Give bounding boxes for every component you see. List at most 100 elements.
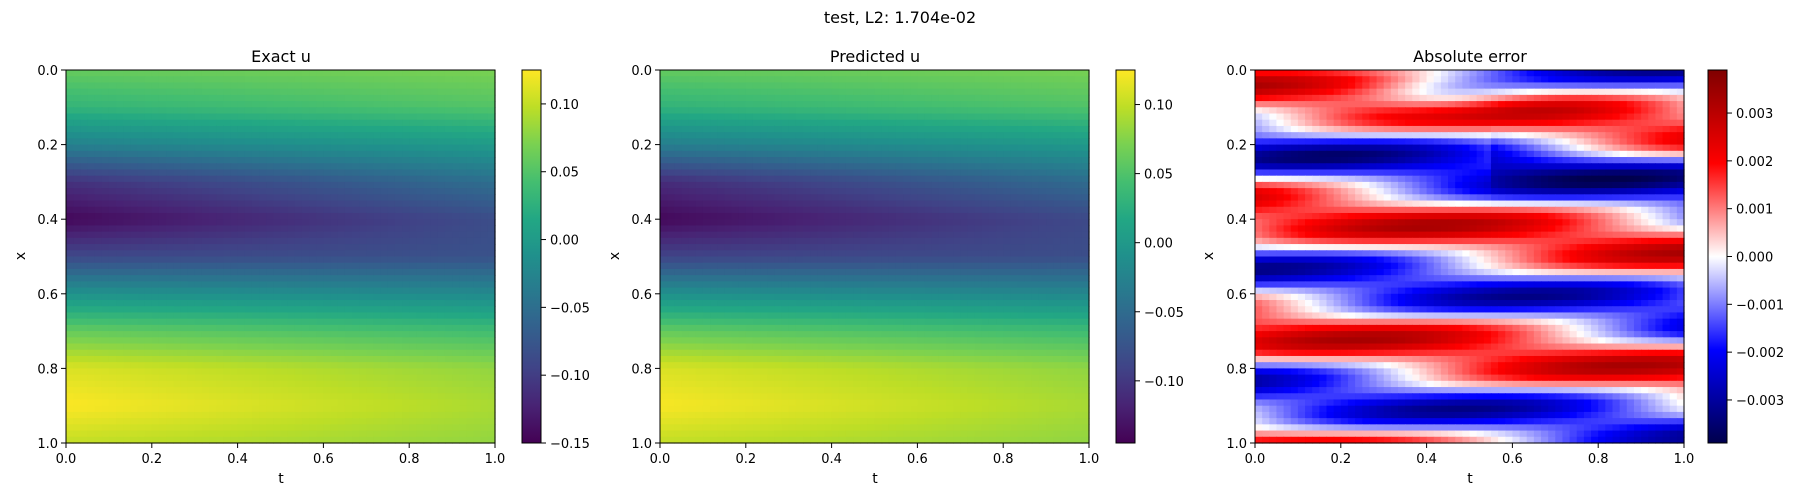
heatmap-cell [151, 312, 160, 320]
heatmap-cell [244, 256, 253, 264]
heatmap-cell [144, 175, 153, 183]
heatmap-cell [444, 194, 453, 202]
heatmap-cell [917, 76, 926, 84]
heatmap-cell [981, 169, 990, 177]
heatmap-cell [803, 181, 811, 189]
heatmap-cell [910, 82, 918, 90]
heatmap-cell [1081, 101, 1090, 108]
heatmap-cell [209, 362, 217, 369]
heatmap-cell [667, 125, 675, 133]
heatmap-cell [266, 380, 274, 388]
heatmap-cell [244, 387, 253, 394]
heatmap-cell [273, 76, 282, 84]
heatmap-cell [323, 300, 332, 307]
heatmap-cell [251, 331, 260, 338]
heatmap-cell [280, 231, 289, 239]
heatmap-cell [144, 436, 153, 444]
heatmap-cell [251, 355, 260, 363]
heatmap-cell [967, 163, 976, 171]
heatmap-cell [137, 132, 146, 139]
heatmap-cell [910, 144, 918, 152]
heatmap-cell [1038, 101, 1047, 108]
heatmap-cell [452, 113, 460, 121]
heatmap-cell [409, 188, 417, 195]
heatmap-cell [151, 331, 160, 338]
heatmap-cell [667, 88, 675, 96]
heatmap-cell [130, 343, 139, 351]
heatmap-cell [845, 175, 854, 183]
heatmap-cell [774, 150, 783, 158]
heatmap-cell [309, 82, 317, 90]
heatmap-cell [108, 88, 117, 96]
heatmap-cell [166, 94, 174, 102]
heatmap-cell [237, 163, 246, 171]
heatmap-cell [473, 70, 482, 77]
heatmap-cell [373, 244, 382, 251]
heatmap-cell [173, 430, 181, 438]
heatmap-cell [259, 150, 267, 158]
heatmap-cell [960, 82, 969, 90]
heatmap-cell [702, 138, 711, 146]
heatmap-cell [366, 337, 375, 345]
heatmap-cell [309, 380, 317, 388]
heatmap-cell [702, 119, 711, 127]
heatmap-cell [402, 262, 410, 270]
heatmap-cell [209, 250, 217, 258]
heatmap-cell [237, 262, 246, 270]
heatmap-cell [137, 107, 146, 115]
heatmap-cell [974, 76, 983, 84]
heatmap-cell [409, 200, 417, 208]
heatmap-cell [108, 113, 117, 121]
heatmap-cell [180, 219, 189, 227]
heatmap-cell [130, 324, 139, 332]
heatmap-cell [988, 181, 997, 189]
heatmap-cell [309, 181, 317, 189]
heatmap-cell [144, 250, 153, 258]
heatmap-cell [416, 125, 425, 133]
heatmap-cell [259, 337, 267, 345]
heatmap-cell [287, 312, 296, 320]
heatmap-cell [266, 113, 274, 121]
heatmap-cell [237, 256, 246, 264]
heatmap-cell [223, 331, 232, 338]
heatmap-cell [180, 138, 189, 146]
heatmap-cell [194, 70, 203, 77]
heatmap-cell [244, 343, 253, 351]
heatmap-cell [938, 169, 947, 177]
heatmap-cell [301, 101, 310, 108]
heatmap-cell [380, 368, 389, 376]
heatmap-cell [352, 244, 360, 251]
heatmap-cell [380, 436, 389, 444]
heatmap-cell [853, 107, 861, 115]
heatmap-cell [166, 181, 174, 189]
heatmap-cell [144, 132, 153, 139]
heatmap-cell [1010, 188, 1019, 195]
heatmap-cell [116, 411, 124, 419]
heatmap-cell [981, 144, 990, 152]
heatmap-cell [423, 324, 432, 332]
heatmap-cell [251, 138, 260, 146]
heatmap-cell [87, 125, 96, 133]
heatmap-cell [394, 181, 403, 189]
heatmap-cell [366, 436, 375, 444]
heatmap-cell [144, 88, 153, 96]
heatmap-cell [73, 262, 81, 270]
heatmap-cell [967, 169, 976, 177]
heatmap-cell [216, 256, 224, 264]
heatmap-cell [437, 231, 446, 239]
heatmap-cell [294, 206, 303, 214]
heatmap-cell [1067, 107, 1076, 115]
heatmap-cell [795, 163, 804, 171]
heatmap-cell [137, 256, 146, 264]
heatmap-cell [116, 237, 124, 245]
heatmap-cell [380, 119, 389, 127]
heatmap-cell [216, 262, 224, 270]
heatmap-cell [380, 144, 389, 152]
heatmap-cell [881, 175, 890, 183]
heatmap-cell [724, 132, 733, 139]
heatmap-cell [144, 430, 153, 438]
heatmap-cell [287, 175, 296, 183]
heatmap-cell [273, 293, 282, 301]
heatmap-cell [123, 300, 131, 307]
heatmap-cell [988, 132, 997, 139]
